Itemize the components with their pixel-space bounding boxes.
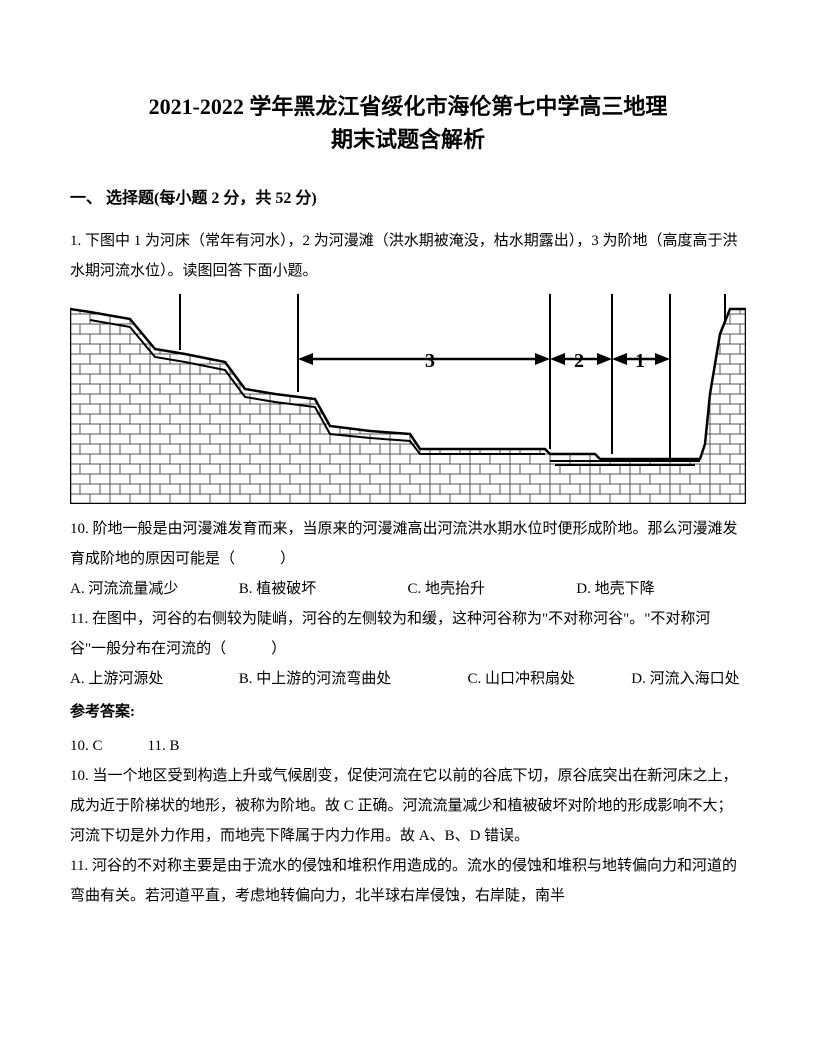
explanation-11: 11. 河谷的不对称主要是由于流水的侵蚀和堆积作用造成的。流水的侵蚀和堆积与地转… bbox=[70, 851, 746, 911]
q11-opt-a: A. 上游河源处 bbox=[70, 664, 235, 694]
q10-options: A. 河流流量减少 B. 植被破坏 C. 地壳抬升 D. 地壳下降 bbox=[70, 574, 746, 604]
q10-text: 10. 阶地一般是由河漫滩发育而来，当原来的河漫滩高出河流洪水期水位时便形成阶地… bbox=[70, 514, 746, 574]
answer-header: 参考答案: bbox=[70, 700, 746, 721]
q10-opt-d: D. 地壳下降 bbox=[576, 574, 654, 604]
svg-text:3: 3 bbox=[425, 350, 435, 372]
river-diagram: 3 2 1 bbox=[70, 294, 746, 504]
answers-line: 10. C 11. B bbox=[70, 731, 746, 761]
title-line1: 2021-2022 学年黑龙江省绥化市海伦第七中学高三地理 bbox=[70, 90, 746, 123]
doc-title: 2021-2022 学年黑龙江省绥化市海伦第七中学高三地理 期末试题含解析 bbox=[70, 90, 746, 156]
q11-opt-d: D. 河流入海口处 bbox=[631, 671, 739, 687]
q10-opt-a: A. 河流流量减少 bbox=[70, 574, 235, 604]
q11-opt-c: C. 山口冲积扇处 bbox=[468, 664, 628, 694]
q11-text: 11. 在图中，河谷的右侧较为陡峭，河谷的左侧较为和缓，这种河谷称为"不对称河谷… bbox=[70, 604, 746, 664]
q11-options: A. 上游河源处 B. 中上游的河流弯曲处 C. 山口冲积扇处 D. 河流入海口… bbox=[70, 664, 746, 694]
q10-opt-b: B. 植被破坏 bbox=[239, 574, 404, 604]
q10-opt-c: C. 地壳抬升 bbox=[408, 574, 573, 604]
q11-opt-b: B. 中上游的河流弯曲处 bbox=[239, 664, 464, 694]
title-line2: 期末试题含解析 bbox=[70, 123, 746, 156]
explanation-10: 10. 当一个地区受到构造上升或气候剧变，促使河流在它以前的谷底下切，原谷底突出… bbox=[70, 761, 746, 851]
section-header: 一、 选择题(每小题 2 分，共 52 分) bbox=[70, 184, 746, 208]
question-intro: 1. 下图中 1 为河床（常年有河水），2 为河漫滩（洪水期被淹没，枯水期露出）… bbox=[70, 226, 746, 286]
svg-text:2: 2 bbox=[574, 350, 584, 372]
svg-text:1: 1 bbox=[635, 350, 645, 372]
